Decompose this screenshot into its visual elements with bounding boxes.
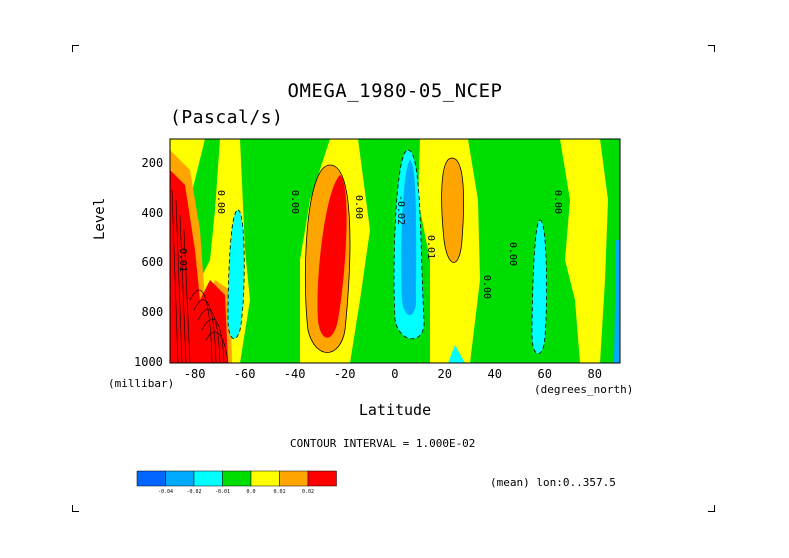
- contour-label: 0.00: [215, 190, 226, 214]
- colorbar-label: 0.02: [302, 489, 314, 495]
- colorbar-label: 0.0: [246, 489, 255, 495]
- plot-field: [170, 139, 620, 363]
- blue-region-northpole: [614, 240, 620, 363]
- colorbar-swatch: [165, 470, 195, 487]
- contour-label: 0.00: [481, 275, 492, 299]
- plot-frame: [169, 138, 621, 364]
- green-region-southmid: [240, 139, 330, 363]
- y-tick-label: 1000: [134, 355, 163, 369]
- crop-mark-bottom-left: [72, 505, 79, 512]
- colorbar-label: -0.01: [215, 489, 230, 495]
- x-tick-label: -60: [233, 367, 256, 381]
- chart-title: OMEGA_1980-05_NCEP: [287, 80, 503, 102]
- contour-label: 0.01: [177, 248, 188, 272]
- x-tick-label: 60: [537, 367, 552, 381]
- green-region-northmid: [468, 139, 580, 363]
- x-axis-units: (degrees_north): [534, 383, 634, 396]
- x-tick-label: -20: [333, 367, 356, 381]
- contour-label: 0.00: [353, 195, 364, 219]
- colorbar-label: -0.04: [158, 489, 173, 495]
- cyan-region-25n: [448, 345, 465, 363]
- x-tick-label: 0: [391, 367, 399, 381]
- colorbar-swatch: [307, 470, 337, 487]
- y-tick-label: 400: [141, 205, 164, 220]
- colorbar-swatch: [193, 470, 223, 487]
- contour-label: 0.00: [289, 190, 300, 214]
- crop-mark-bottom-right: [708, 505, 715, 512]
- crop-mark-top-left: [72, 45, 79, 52]
- orange-region-20n: [441, 158, 464, 263]
- y-axis-units: (millibar): [108, 377, 175, 390]
- dense-contour-lines: [171, 189, 229, 363]
- x-tick-label: -40: [283, 367, 306, 381]
- contour-label: 0.00: [552, 190, 563, 214]
- red-region-20s: [317, 175, 347, 338]
- y-tick-label: 600: [141, 255, 164, 270]
- x-tick-label: 80: [587, 367, 602, 381]
- cyan-region-60s: [228, 210, 245, 339]
- y-axis-label: Level: [92, 197, 108, 240]
- blue-region-equator: [401, 160, 417, 315]
- x-axis-label: Latitude: [358, 401, 432, 419]
- colorbar-swatch: [279, 470, 309, 487]
- colorbar-swatch: [222, 470, 252, 487]
- contour-lines: [227, 149, 548, 355]
- colorbar: -0.04 -0.02 -0.01 0.0 0.01 0.02: [136, 470, 337, 495]
- contour-label: 0.00: [507, 242, 518, 266]
- crop-mark-top-right: [708, 45, 715, 52]
- contour-label: -0.02: [395, 195, 406, 225]
- colorbar-swatch: [250, 470, 280, 487]
- y-tick-label: 200: [141, 155, 164, 170]
- x-tick-label: -80: [183, 367, 206, 381]
- colorbar-label: -0.02: [186, 489, 201, 495]
- x-tick-label: 20: [437, 367, 452, 381]
- y-tick-label: 800: [141, 305, 164, 320]
- colorbar-label: 0.01: [273, 489, 285, 495]
- colorbar-swatch: [136, 470, 166, 487]
- cyan-region-55n: [532, 220, 547, 354]
- contour-labels: 0.00 0.00 0.00 0.00 -0.02 0.01 0.01 0.00…: [177, 190, 563, 299]
- chart-units: (Pascal/s): [170, 107, 284, 128]
- x-tick-label: 40: [487, 367, 502, 381]
- yellow-region-70n: [560, 139, 600, 260]
- contour-interval-text: CONTOUR INTERVAL = 1.000E-02: [290, 437, 476, 450]
- contour-label: 0.01: [425, 235, 436, 259]
- mean-note: (mean) lon:0..357.5: [490, 476, 616, 489]
